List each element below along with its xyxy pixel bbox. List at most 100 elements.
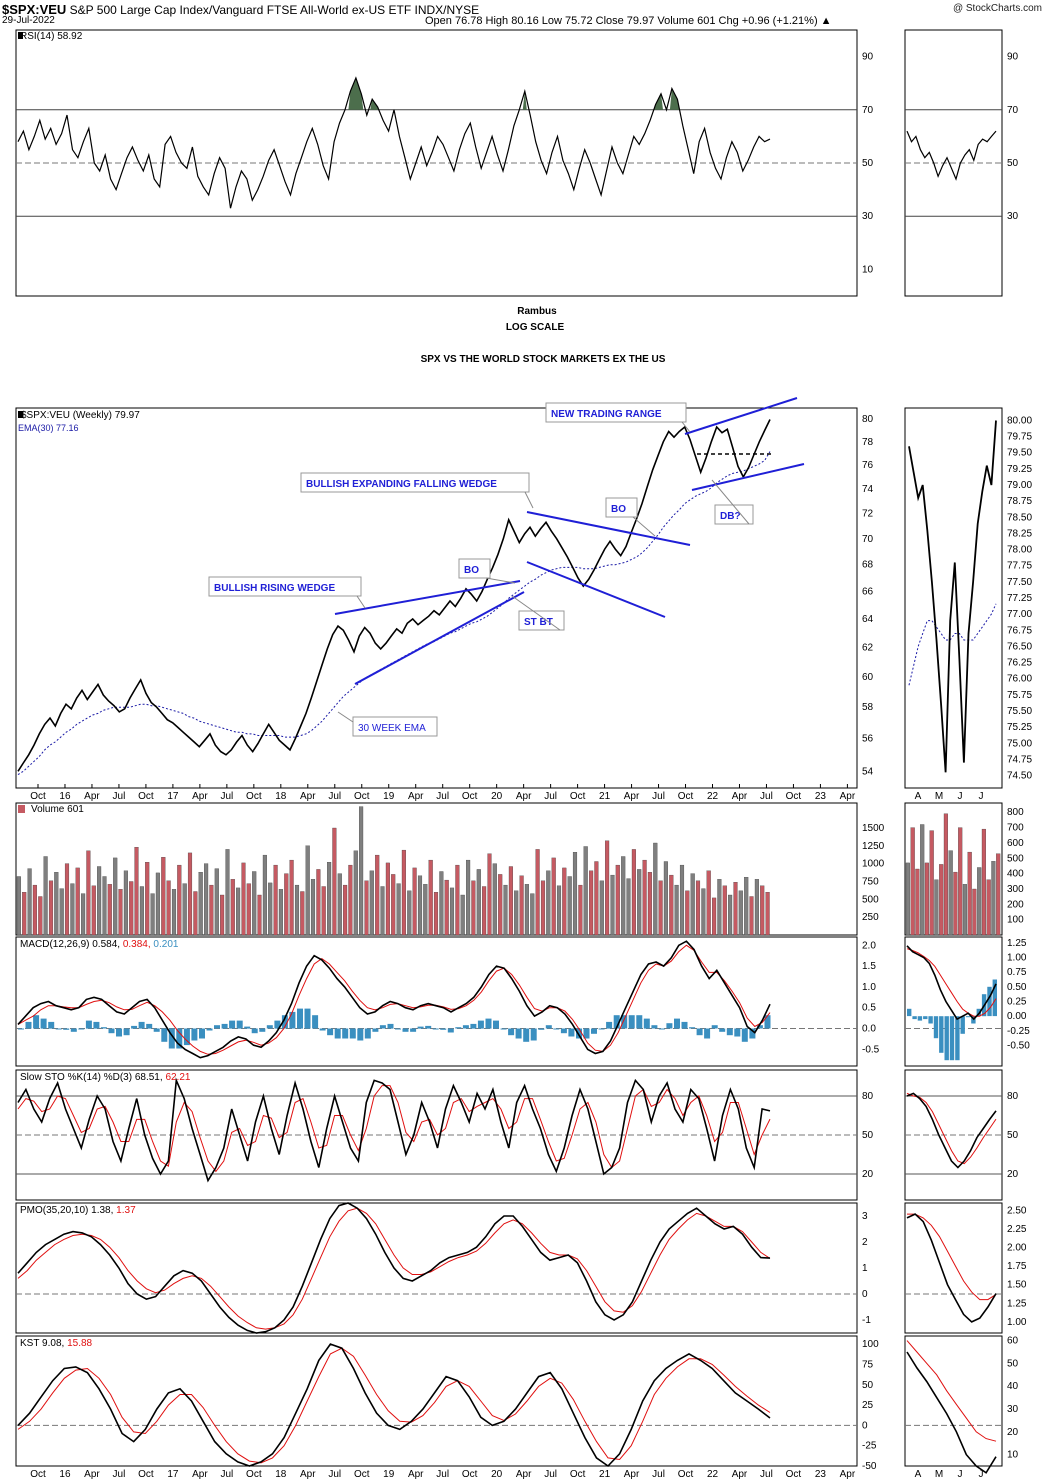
volume-bar bbox=[155, 872, 160, 936]
volume-bar bbox=[161, 857, 166, 936]
volume-bar bbox=[615, 864, 620, 936]
volume-bar bbox=[171, 889, 177, 936]
pmo-side-frame bbox=[904, 1202, 1003, 1334]
macd-side-tick-label: 0.75 bbox=[1007, 967, 1027, 978]
price-x-tick-label: 21 bbox=[599, 791, 611, 802]
macd-side-histogram-bar bbox=[960, 1016, 965, 1034]
volume-side-tick-label: 700 bbox=[1007, 823, 1024, 834]
volume-bar bbox=[466, 859, 471, 936]
volume-bar bbox=[27, 868, 32, 936]
macd-histogram-bar bbox=[274, 1020, 281, 1029]
macd-histogram-bar bbox=[229, 1020, 236, 1029]
kst-main-tick-label: 0 bbox=[862, 1420, 868, 1431]
volume-bar bbox=[712, 897, 717, 936]
bottom-x-tick-label: Oct bbox=[246, 1469, 262, 1480]
macd-legend: MACD(12,26,9) 0.584, 0.384, 0.201 bbox=[20, 939, 179, 950]
side-ema-line bbox=[908, 603, 997, 686]
macd-histogram-bar bbox=[244, 1026, 251, 1029]
volume-bar bbox=[653, 842, 658, 936]
sto-legend: Slow STO %K(14) %D(3) 68.51, 62.21 bbox=[20, 1072, 191, 1083]
price-side-tick-label: 76.50 bbox=[1007, 641, 1032, 652]
sto-signal-line bbox=[17, 1085, 771, 1173]
volume-bar bbox=[278, 889, 283, 936]
macd-main-tick-label: 0.5 bbox=[862, 1003, 876, 1014]
bottom-x-tick-label: Oct bbox=[138, 1469, 154, 1480]
rsi-side-tick-label: 90 bbox=[1007, 52, 1019, 63]
price-side-tick-label: 78.25 bbox=[1007, 528, 1032, 539]
volume-bar bbox=[695, 880, 701, 936]
price-main-tick-label: 58 bbox=[862, 702, 874, 713]
volume-bar bbox=[70, 883, 75, 936]
price-main-tick-label: 78 bbox=[862, 437, 874, 448]
macd-histogram-bar bbox=[530, 1028, 537, 1041]
macd-histogram-bar bbox=[40, 1018, 47, 1029]
volume-bar bbox=[48, 880, 54, 936]
pmo-line bbox=[17, 1202, 771, 1334]
volume-bar bbox=[316, 869, 321, 936]
volume-bar bbox=[519, 875, 524, 936]
rsi-side-tick-label: 70 bbox=[1007, 105, 1019, 116]
macd-histogram-bar bbox=[206, 1028, 213, 1031]
macd-histogram-bar bbox=[199, 1028, 205, 1039]
rsi-legend-icon bbox=[18, 32, 23, 39]
macd-main-tick-label: 2.0 bbox=[862, 940, 876, 951]
volume-bar bbox=[305, 845, 310, 936]
volume-bar bbox=[728, 894, 733, 936]
macd-histogram-bar bbox=[576, 1028, 582, 1039]
label-bullish-expanding-falling-wedge-pointer bbox=[524, 491, 534, 509]
label-bullish-rising-wedge-pointer bbox=[356, 595, 366, 609]
bottom-x-tick-label: Oct bbox=[354, 1469, 370, 1480]
volume-bar bbox=[610, 874, 615, 936]
volume-bar bbox=[637, 869, 642, 936]
macd-histogram-bar bbox=[146, 1023, 153, 1029]
macd-histogram-bar bbox=[63, 1028, 70, 1030]
price-x-tick-label: Apr bbox=[300, 791, 316, 802]
note-log-scale: LOG SCALE bbox=[506, 322, 565, 333]
macd-side-histogram-bar bbox=[923, 1016, 928, 1020]
bottom-x-tick-label: Jul bbox=[113, 1469, 126, 1480]
macd-side-tick-label: 1.00 bbox=[1007, 953, 1027, 964]
volume-side-bar bbox=[981, 828, 986, 936]
volume-side-bar bbox=[996, 853, 1001, 936]
pmo-side-tick-label: 2.25 bbox=[1007, 1224, 1027, 1235]
bottom-x-tick-label: Jul bbox=[220, 1469, 233, 1480]
ohlc-readout: Open 76.78 High 80.16 Low 75.72 Close 79… bbox=[425, 15, 832, 27]
volume-bar bbox=[605, 840, 610, 936]
label-new-trading-range-box bbox=[545, 402, 687, 423]
volume-main-tick-label: 1500 bbox=[862, 823, 885, 834]
macd-histogram-bar bbox=[485, 1018, 492, 1029]
macd-histogram-bar bbox=[417, 1026, 424, 1029]
price-legend: $SPX:VEU (Weekly) 79.97 bbox=[21, 410, 140, 421]
kst-side-tick-label: 60 bbox=[1007, 1336, 1019, 1347]
volume-side-bar bbox=[943, 813, 948, 936]
macd-side-line bbox=[906, 945, 997, 1021]
price-x-tick-label: Jul bbox=[436, 791, 449, 802]
price-x-tick-label: 20 bbox=[491, 791, 503, 802]
label-bullish-rising-wedge-box bbox=[208, 576, 362, 597]
label-30-week-ema: 30 WEEK EMA bbox=[358, 723, 426, 734]
brand-credit: @ StockCharts.com bbox=[952, 3, 1042, 14]
volume-bar bbox=[353, 850, 358, 936]
macd-histogram-bar bbox=[636, 1015, 643, 1029]
volume-side-tick-label: 400 bbox=[1007, 869, 1024, 880]
price-side-frame bbox=[904, 407, 1003, 789]
rsi-side-tick-label: 50 bbox=[1007, 158, 1019, 169]
side-x-tick-label: J bbox=[958, 791, 963, 802]
price-x-tick-label: Oct bbox=[354, 791, 370, 802]
price-main-tick-label: 76 bbox=[862, 460, 874, 471]
macd-histogram-bar bbox=[33, 1015, 40, 1029]
pmo-main-frame bbox=[15, 1202, 858, 1334]
bottom-x-tick-label: 22 bbox=[707, 1469, 719, 1480]
pmo-main-tick-label: 0 bbox=[862, 1289, 868, 1300]
label-new-trading-range-pointer bbox=[681, 421, 691, 433]
volume-bar bbox=[647, 872, 652, 936]
macd-side-tick-label: -0.25 bbox=[1007, 1026, 1030, 1037]
pmo-side-tick-label: 1.25 bbox=[1007, 1298, 1027, 1309]
range-top-trendline bbox=[684, 397, 798, 435]
bottom-x-tick-label: Oct bbox=[678, 1469, 694, 1480]
volume-bar bbox=[663, 861, 668, 936]
kst-legend: KST 9.08, 15.88 bbox=[20, 1338, 93, 1349]
price-main-tick-label: 56 bbox=[862, 734, 874, 745]
label-bullish-rising-wedge: BULLISH RISING WEDGE bbox=[214, 583, 335, 594]
